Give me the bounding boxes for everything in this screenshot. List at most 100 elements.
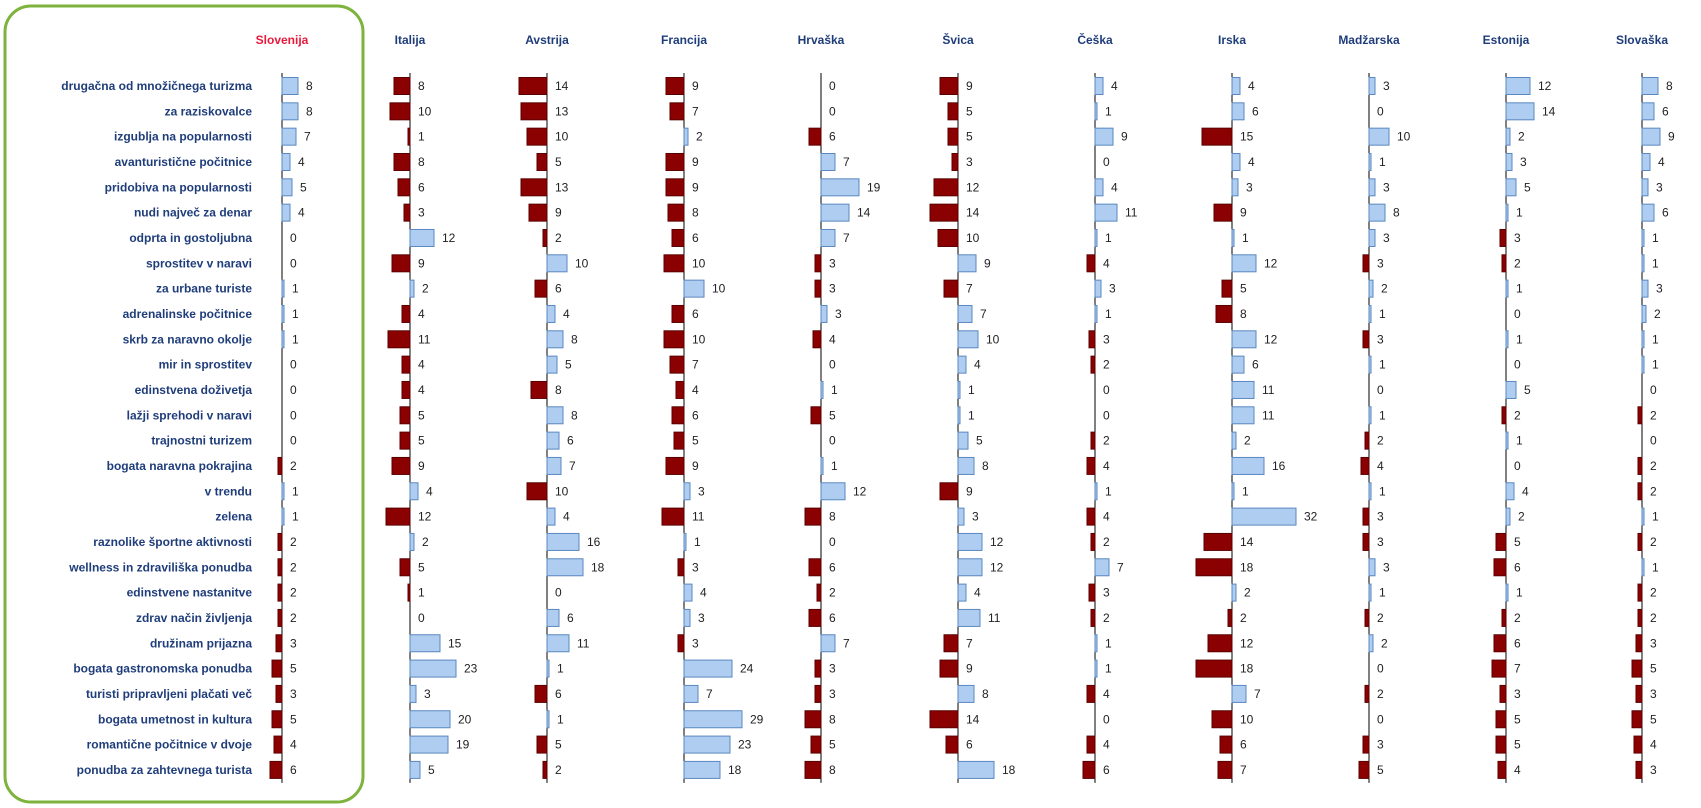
value-label: 8	[829, 510, 836, 524]
value-label: 10	[966, 231, 980, 245]
value-label: 3	[1383, 180, 1390, 194]
bar	[814, 659, 822, 678]
value-label: 2	[1377, 434, 1384, 448]
value-label: 2	[290, 611, 297, 625]
value-label: 18	[1240, 560, 1254, 574]
bar	[281, 178, 293, 197]
series-header: Češka	[1077, 32, 1113, 47]
value-label: 15	[448, 636, 462, 650]
value-label: 9	[555, 206, 562, 220]
value-label: 3	[1650, 636, 1657, 650]
series-header: Avstrija	[525, 33, 569, 47]
category-label: bogata gastronomska ponudba	[73, 662, 252, 676]
value-label: 0	[829, 535, 836, 549]
bar	[1641, 304, 1647, 323]
value-label: 4	[418, 358, 425, 372]
bar	[929, 710, 959, 729]
bar	[387, 330, 411, 349]
value-label: 0	[1377, 662, 1384, 676]
bar	[546, 431, 560, 450]
category-label: raznolike športne aktivnosti	[93, 535, 252, 549]
value-label: 3	[1514, 231, 1521, 245]
category-label: za urbane turiste	[156, 282, 252, 296]
value-label: 4	[974, 586, 981, 600]
value-label: 7	[692, 104, 699, 118]
value-label: 4	[1248, 155, 1255, 169]
bar	[1641, 152, 1651, 171]
bar	[1360, 456, 1370, 475]
bar	[1505, 203, 1509, 222]
bar	[814, 254, 822, 273]
bar	[546, 710, 550, 729]
bar	[683, 710, 743, 729]
bar	[1505, 380, 1517, 399]
value-label: 11	[1262, 383, 1275, 397]
value-label: 2	[1381, 282, 1388, 296]
bar	[1195, 558, 1233, 577]
bar	[409, 760, 421, 779]
bar	[1641, 102, 1655, 121]
value-label: 18	[728, 763, 742, 777]
bar	[1368, 558, 1376, 577]
value-label: 3	[1246, 180, 1253, 194]
bar	[1493, 558, 1507, 577]
bar	[957, 406, 961, 425]
value-label: 3	[1656, 180, 1663, 194]
value-label: 2	[1103, 434, 1110, 448]
category-label: nudi največ za denar	[134, 206, 252, 220]
slovenija-highlight-frame	[3, 4, 365, 804]
bar	[528, 203, 548, 222]
value-label: 2	[1650, 484, 1657, 498]
value-label: 2	[1518, 130, 1525, 144]
bar	[683, 608, 691, 627]
bar	[277, 532, 283, 551]
value-label: 10	[418, 104, 432, 118]
value-label: 5	[1650, 662, 1657, 676]
category-label: pridobiva na popularnosti	[105, 180, 252, 194]
value-label: 3	[829, 282, 836, 296]
value-label: 5	[418, 408, 425, 422]
bar	[1207, 634, 1233, 653]
value-label: 32	[1304, 510, 1318, 524]
bar	[269, 760, 283, 779]
value-label: 2	[1650, 535, 1657, 549]
bar	[281, 507, 285, 526]
bar	[281, 279, 285, 298]
bar	[1505, 178, 1517, 197]
value-label: 9	[692, 79, 699, 93]
value-label: 8	[982, 459, 989, 473]
value-label: 1	[557, 712, 564, 726]
bar	[534, 279, 548, 298]
value-label: 3	[1103, 586, 1110, 600]
bar	[812, 330, 822, 349]
value-label: 0	[1377, 383, 1384, 397]
value-label: 2	[1103, 358, 1110, 372]
bar	[1637, 608, 1643, 627]
value-label: 2	[555, 231, 562, 245]
bar	[1231, 684, 1247, 703]
category-label: trajnostni turizem	[151, 434, 252, 448]
value-label: 2	[1103, 535, 1110, 549]
bar	[1213, 203, 1233, 222]
value-label: 4	[1514, 763, 1521, 777]
value-label: 4	[418, 383, 425, 397]
bar	[820, 228, 836, 247]
bar	[1637, 482, 1643, 501]
value-label: 4	[1111, 180, 1118, 194]
bar	[1637, 456, 1643, 475]
bar	[275, 684, 283, 703]
bar	[1635, 634, 1643, 653]
value-label: 6	[1252, 358, 1259, 372]
bar	[1215, 304, 1233, 323]
bar	[1231, 583, 1237, 602]
bar	[669, 355, 685, 374]
bar	[1495, 735, 1507, 754]
value-label: 2	[1244, 434, 1251, 448]
category-label: drugačna od množičnega turizma	[61, 79, 252, 93]
value-label: 8	[982, 687, 989, 701]
value-label: 1	[1105, 484, 1112, 498]
value-label: 7	[692, 358, 699, 372]
value-label: 4	[1103, 459, 1110, 473]
value-label: 12	[966, 180, 980, 194]
bar	[271, 710, 283, 729]
